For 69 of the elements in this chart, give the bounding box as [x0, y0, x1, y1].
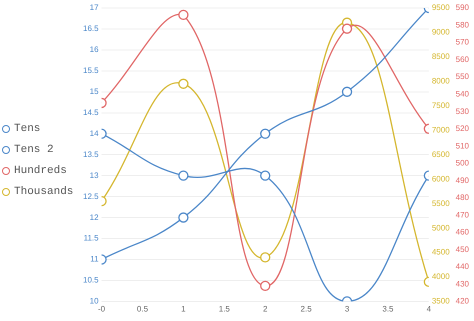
- y2-tick-label: 8000: [432, 76, 450, 86]
- y-tick-label: 12: [90, 212, 100, 222]
- y3-tick-label: 440: [456, 262, 470, 272]
- legend-label: Tens 2: [14, 144, 54, 156]
- y-tick-label: 15: [90, 87, 100, 96]
- x-tick-label: 3.5: [382, 304, 394, 314]
- y3-tick-label: 550: [456, 72, 470, 82]
- y-tick-label: 17: [90, 3, 100, 12]
- y2-tick-label: 5000: [432, 223, 450, 232]
- point: [260, 280, 270, 292]
- y-tick-label: 12.5: [82, 192, 100, 201]
- y2-tick-label: 3500: [432, 296, 450, 306]
- y2-tick-label: 9000: [432, 28, 450, 37]
- point: [260, 252, 270, 263]
- legend-label: Thousands: [14, 186, 74, 198]
- y3-tick-label: 560: [456, 54, 470, 64]
- x-tick-label: 3: [344, 304, 350, 314]
- y3-tick-label: 570: [456, 38, 470, 47]
- y3-tick-label: 490: [456, 176, 470, 185]
- x-tick-label: 2: [262, 304, 268, 314]
- x-tick-label: 4: [426, 304, 432, 314]
- y2-tick-label: 4000: [432, 272, 450, 282]
- x-tick-label: 1.5: [218, 304, 230, 314]
- y-tick-label: 11.5: [84, 234, 100, 243]
- y-tick-label: 13: [90, 170, 100, 180]
- y3-tick-label: 460: [456, 228, 470, 237]
- point: [342, 24, 352, 34]
- y3-tick-label: 520: [456, 124, 470, 134]
- legend-label: Hundreds: [14, 165, 67, 177]
- y-tick-label: 16.5: [82, 24, 100, 34]
- point: [178, 78, 189, 89]
- y3-tick-label: 500: [456, 158, 470, 168]
- y-tick-label: 10.5: [82, 276, 100, 285]
- y3-tick-label: 420: [456, 296, 470, 306]
- y3-tick-label: 430: [456, 279, 470, 288]
- point: [178, 10, 189, 20]
- y2-tick-label: 8500: [432, 52, 450, 62]
- y3-tick-label: 450: [456, 244, 470, 254]
- point: [260, 170, 270, 181]
- y3-tick-label: 510: [456, 141, 470, 150]
- y-tick-label: 15.5: [82, 66, 100, 76]
- point: [178, 212, 189, 223]
- y-tick-label: 11: [90, 254, 100, 264]
- x-tick-label: 0.5: [136, 304, 149, 314]
- y-tick-label: 13.5: [82, 150, 100, 159]
- point: [178, 170, 189, 181]
- y-tick-label: 14: [90, 128, 100, 138]
- y2-tick-label: 7500: [432, 101, 450, 110]
- point: [260, 128, 270, 139]
- y-tick-label: 14.5: [82, 108, 100, 117]
- x-tick-label: 2.5: [300, 304, 312, 314]
- y-tick-label: 16: [90, 45, 100, 54]
- y2-tick-label: 5500: [432, 198, 450, 208]
- x-tick-label: 1: [181, 304, 186, 314]
- y3-tick-label: 540: [456, 89, 470, 98]
- y2-tick-label: 9500: [432, 3, 450, 12]
- y3-tick-label: 590: [456, 3, 470, 12]
- legend-label: Tens: [14, 123, 40, 135]
- y3-tick-label: 470: [456, 210, 470, 220]
- y2-tick-label: 6500: [432, 150, 450, 159]
- y2-tick-label: 4500: [432, 248, 450, 257]
- point: [342, 86, 352, 97]
- x-tick-label: -0: [98, 304, 106, 314]
- y3-tick-label: 480: [456, 193, 470, 202]
- y2-tick-label: 7000: [432, 125, 450, 134]
- y2-tick-label: 6000: [432, 174, 450, 184]
- y3-tick-label: 580: [456, 20, 470, 30]
- y-tick-label: 10: [90, 296, 100, 306]
- y3-tick-label: 530: [456, 106, 470, 116]
